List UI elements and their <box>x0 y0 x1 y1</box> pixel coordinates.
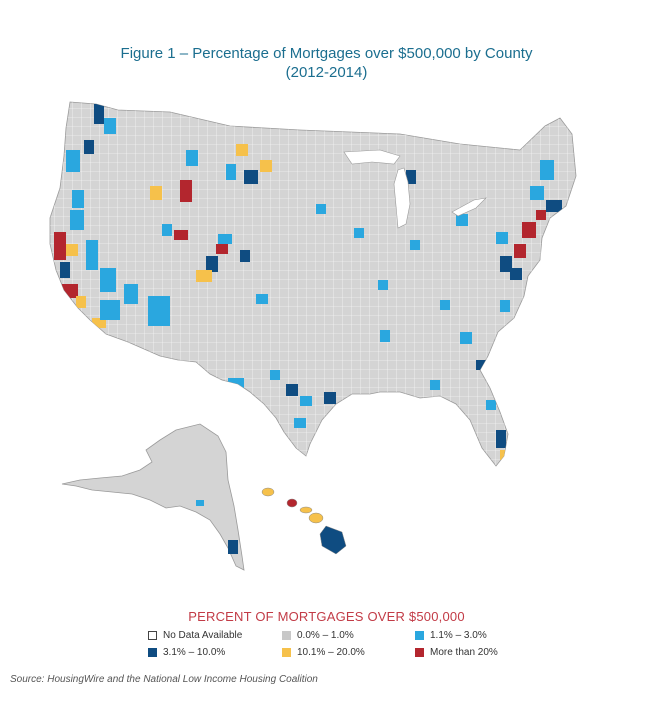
legend-label: 3.1% – 10.0% <box>163 647 226 658</box>
legend-swatch <box>282 648 291 657</box>
legend-label: 0.0% – 1.0% <box>297 630 354 641</box>
source-note: Source: HousingWire and the National Low… <box>10 674 318 685</box>
legend-swatch <box>148 631 157 640</box>
legend-item-3-10: 3.1% – 10.0% <box>148 647 282 658</box>
legend: No Data Available 0.0% – 1.0% 1.1% – 3.0… <box>148 630 548 658</box>
alaska-anchorage <box>196 500 204 506</box>
legend-item-over-20: More than 20% <box>415 647 548 658</box>
legend-swatch <box>415 631 424 640</box>
figure-title: Figure 1 – Percentage of Mortgages over … <box>0 44 653 82</box>
legend-label: 10.1% – 20.0% <box>297 647 365 658</box>
legend-label: No Data Available <box>163 630 243 641</box>
legend-label: More than 20% <box>430 647 498 658</box>
maui-island <box>308 512 324 524</box>
legend-item-0-1: 0.0% – 1.0% <box>282 630 415 641</box>
legend-item-no-data: No Data Available <box>148 630 282 641</box>
oahu-island <box>286 498 298 508</box>
figure-title-line1: Figure 1 – Percentage of Mortgages over … <box>120 45 533 62</box>
legend-swatch <box>282 631 291 640</box>
figure-title-line2: (2012-2014) <box>285 64 368 81</box>
legend-title: PERCENT OF MORTGAGES OVER $500,000 <box>188 609 465 624</box>
lake-erie <box>451 197 487 217</box>
kauai-island <box>261 487 275 497</box>
alaska-shape <box>61 423 245 571</box>
contiguous-us <box>49 101 577 467</box>
legend-label: 1.1% – 3.0% <box>430 630 487 641</box>
legend-item-10-20: 10.1% – 20.0% <box>282 647 415 658</box>
great-lakes <box>343 149 487 229</box>
legend-swatch <box>415 648 424 657</box>
big-island <box>319 525 347 555</box>
molokai-island <box>299 506 313 514</box>
lake-superior <box>343 149 401 165</box>
hawaii <box>261 487 347 555</box>
alaska <box>61 423 245 571</box>
legend-swatch <box>148 648 157 657</box>
county-shading <box>54 104 562 460</box>
legend-item-1-3: 1.1% – 3.0% <box>415 630 548 641</box>
alaska-southeast-counties <box>228 540 238 554</box>
lake-michigan <box>393 167 411 229</box>
